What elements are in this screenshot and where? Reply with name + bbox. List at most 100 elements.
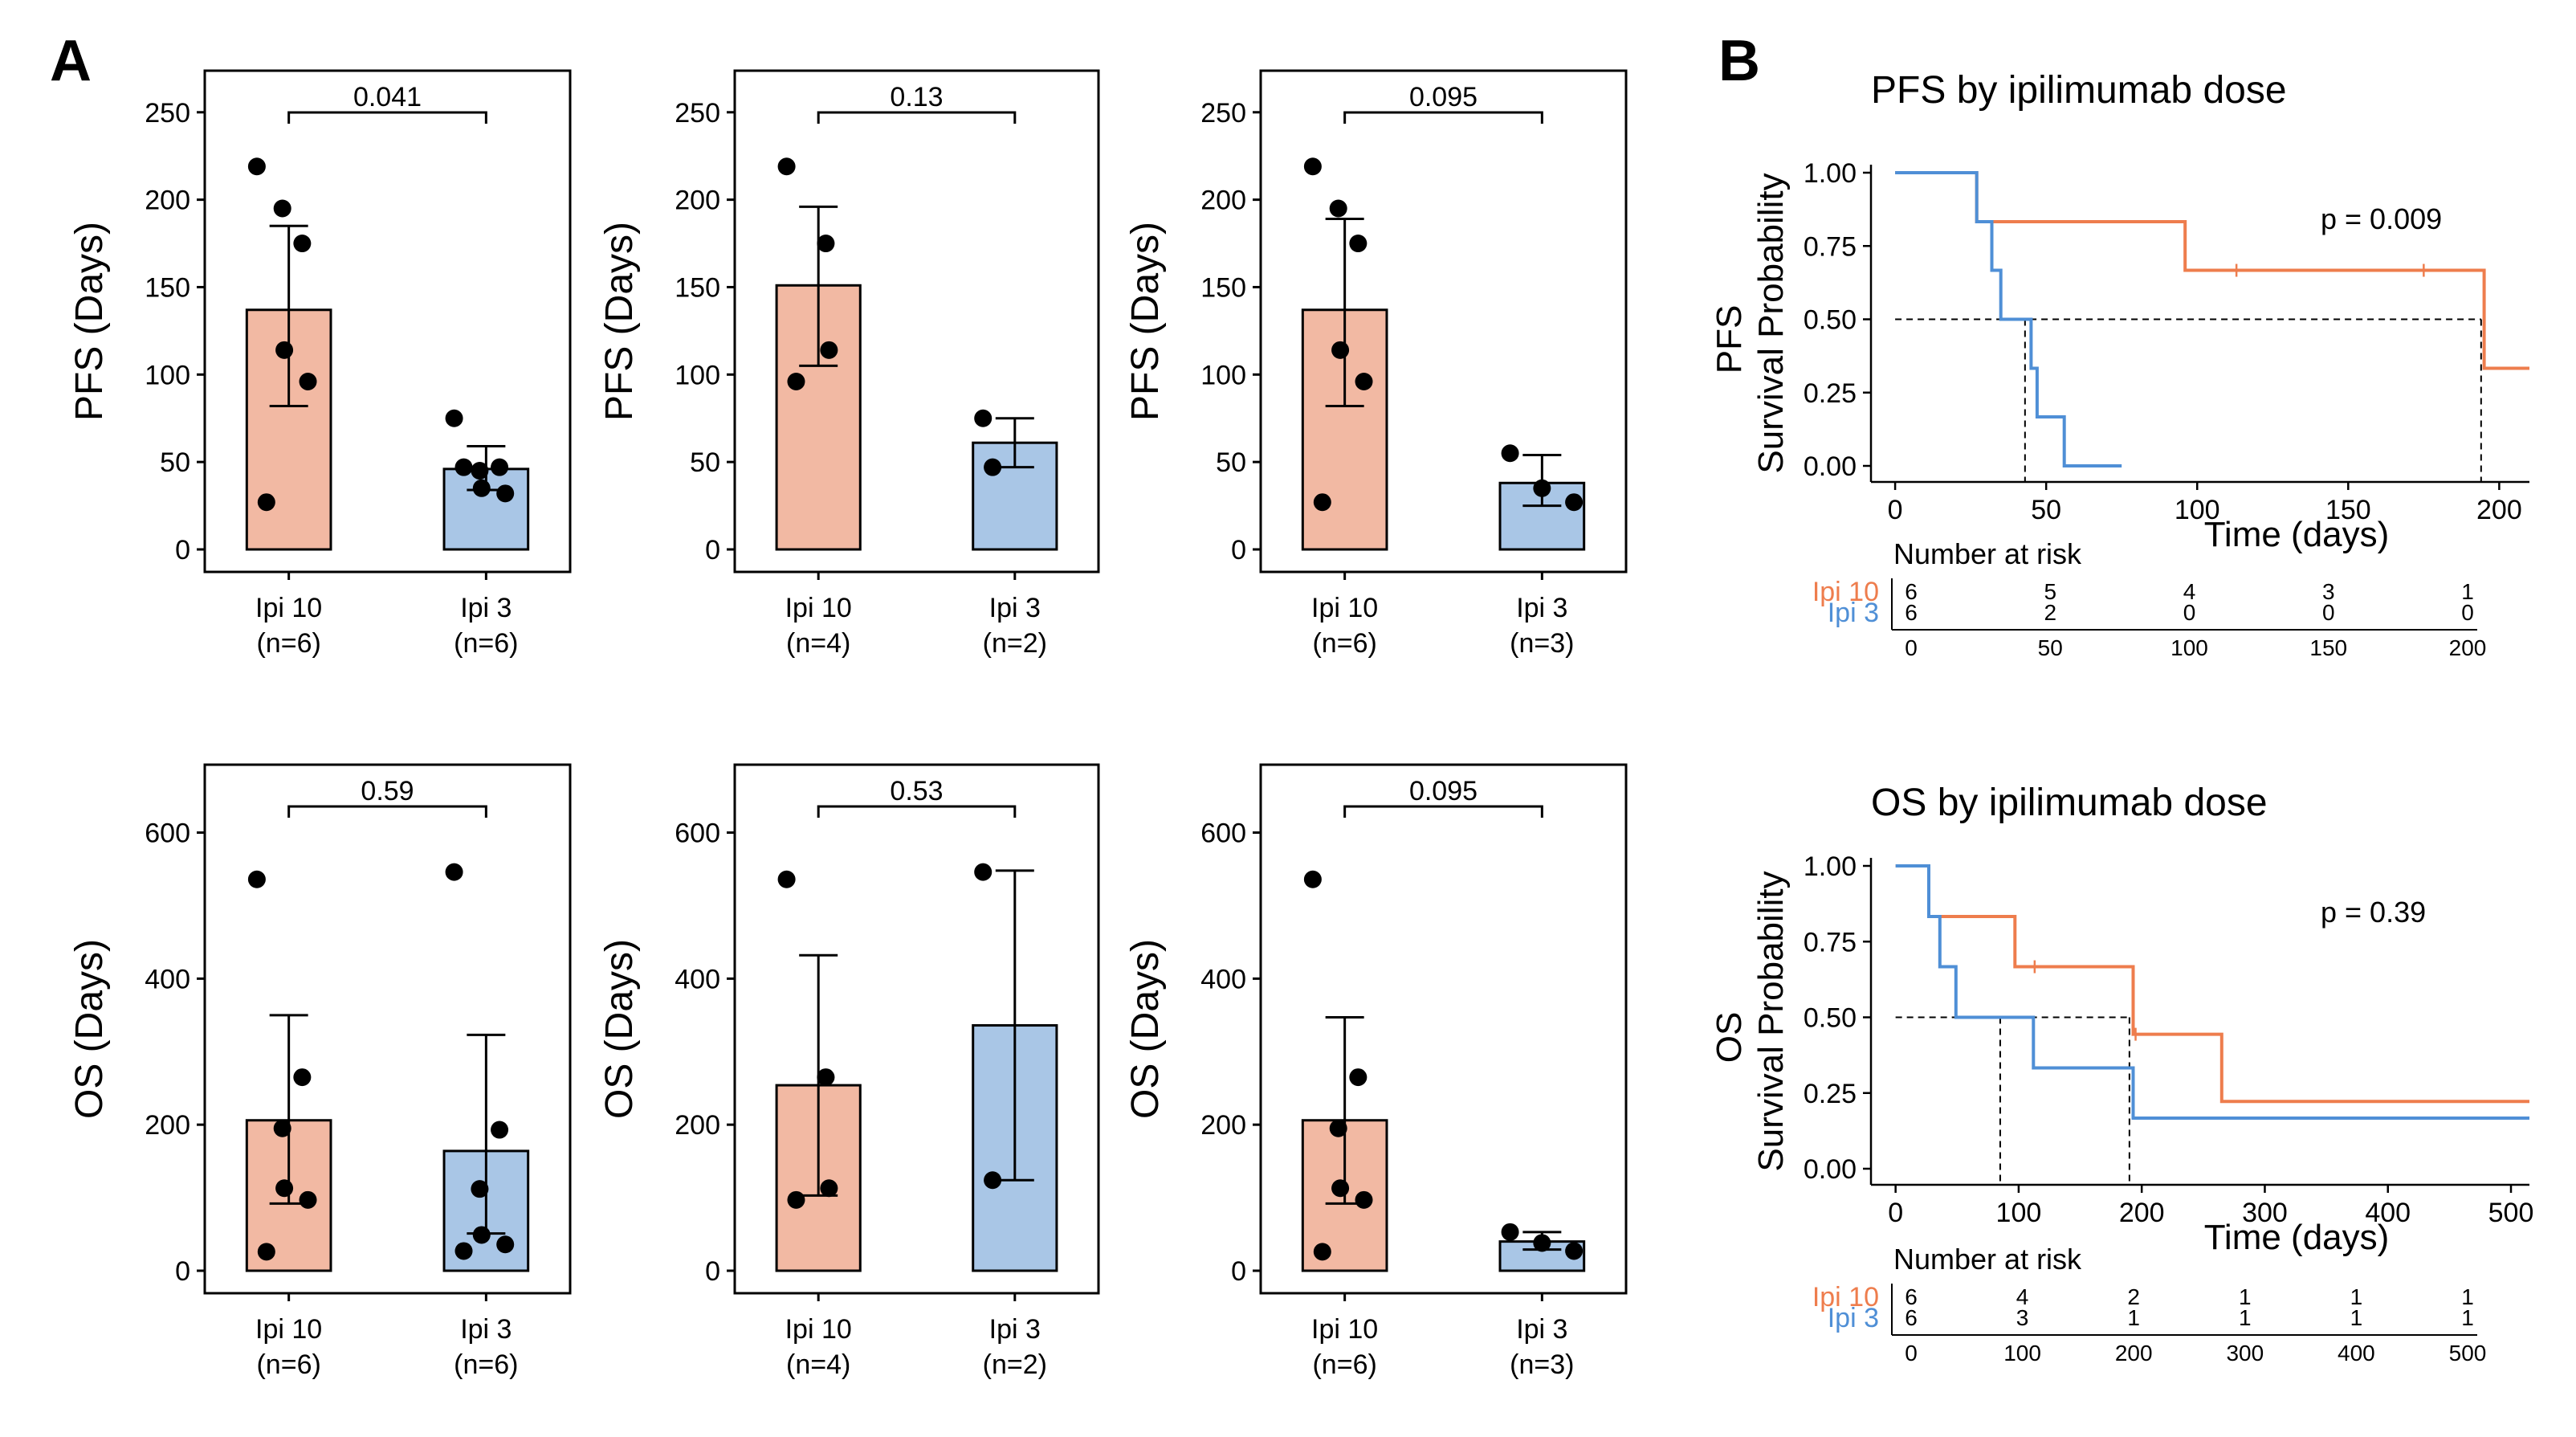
y-axis-label: Survival Probability <box>1751 173 1791 473</box>
y-tick-label: 0 <box>705 535 720 565</box>
x-tick-label: 400 <box>2365 1198 2411 1228</box>
category-n-label: (n=4) <box>786 1349 850 1380</box>
x-tick-label: 0 <box>1888 1198 1903 1228</box>
risk-value: 1 <box>2239 1305 2252 1330</box>
category-n-label: (n=3) <box>1510 628 1574 659</box>
data-point <box>445 863 463 881</box>
y-tick-label: 0 <box>705 1256 720 1287</box>
category-label: Ipi 3 <box>460 1314 512 1345</box>
bar-chart-os3: 0 200 400 600 OS (Days) Ipi 10 (n=6) Ipi 3 (n=3)… <box>1124 763 1628 1380</box>
risk-time-label: 400 <box>2338 1341 2375 1366</box>
data-point <box>299 373 317 391</box>
risk-time-label: 200 <box>2449 635 2487 660</box>
bar-chart-pfs3: 0 50 100 150 200 250 PFS (Days) Ipi 10 (n=6) Ipi … <box>1124 69 1628 659</box>
data-point <box>472 1226 491 1244</box>
y-tick-label: 150 <box>1200 272 1246 303</box>
data-point <box>820 1179 838 1198</box>
panel-b-label: B <box>1718 29 1760 93</box>
category-n-label: (n=6) <box>1312 1349 1376 1380</box>
risk-time-label: 100 <box>2003 1341 2041 1366</box>
panel-a-label: A <box>50 29 92 93</box>
y-tick-label: 1.00 <box>1804 851 1857 882</box>
y-tick-label: 0.50 <box>1804 305 1857 336</box>
data-point <box>984 1171 1002 1190</box>
y-tick-label: 0.00 <box>1804 1154 1857 1185</box>
risk-time-label: 500 <box>2449 1341 2487 1366</box>
risk-value: 3 <box>2322 579 2335 604</box>
bar-chart-pfs2: 0 50 100 150 200 250 PFS (Days) Ipi 10 (n=4) Ipi … <box>598 69 1100 659</box>
category-label: Ipi 3 <box>1516 593 1567 623</box>
bar-chart-os2: 0 200 400 600 OS (Days) Ipi 10 (n=4) Ipi 3 (n=2)… <box>598 763 1100 1380</box>
data-point <box>777 157 796 176</box>
risk-value: 1 <box>2350 1284 2363 1309</box>
risk-value: 1 <box>2461 1305 2474 1330</box>
data-point <box>273 199 291 218</box>
risk-value: 2 <box>2044 600 2056 625</box>
significance-bracket <box>287 805 487 818</box>
y-tick-label: 100 <box>675 360 720 390</box>
risk-time-label: 300 <box>2226 1341 2264 1366</box>
km-p-value: p = 0.39 <box>2321 896 2426 929</box>
y-axis-label: OS (Days) <box>1124 939 1167 1119</box>
y-tick-label: 600 <box>675 819 720 849</box>
risk-value: 1 <box>2461 579 2474 604</box>
y-axis-label-top: OS <box>1710 1012 1749 1063</box>
category-n-label: (n=6) <box>256 1349 320 1380</box>
y-tick-label: 600 <box>145 819 190 849</box>
p-value-label: 0.13 <box>890 82 943 112</box>
risk-value: 6 <box>1905 579 1918 604</box>
risk-time-label: 0 <box>1905 1341 1918 1366</box>
risk-value: 4 <box>2183 579 2196 604</box>
x-axis-label: Time (days) <box>2204 1218 2390 1257</box>
bar-chart-os1: 0 200 400 600 OS (Days) Ipi 10 (n=6) Ipi 3 (n=6)… <box>68 763 572 1380</box>
risk-value: 5 <box>2044 579 2056 604</box>
plot-frame <box>1259 69 1628 574</box>
km-curve-ipi3 <box>1895 171 2122 467</box>
data-point <box>1501 444 1519 463</box>
risk-time-label: 150 <box>2309 635 2347 660</box>
y-tick-label: 0.75 <box>1804 927 1857 957</box>
risk-value: 1 <box>2239 1284 2252 1309</box>
data-point <box>1349 1068 1367 1087</box>
risk-time-label: 0 <box>1905 635 1918 660</box>
category-n-label: (n=3) <box>1510 1349 1574 1380</box>
data-point <box>1565 493 1584 512</box>
y-tick-label: 400 <box>145 964 190 994</box>
y-tick-label: 200 <box>1200 186 1246 216</box>
risk-value: 0 <box>2322 600 2335 625</box>
y-tick-label: 150 <box>675 272 720 303</box>
y-tick-label: 200 <box>1200 1110 1246 1141</box>
data-point <box>454 1242 473 1260</box>
y-tick-label: 200 <box>145 1110 190 1141</box>
risk-time-label: 100 <box>2170 635 2208 660</box>
data-point <box>1303 157 1322 176</box>
y-tick-label: 1.00 <box>1804 158 1857 189</box>
data-point <box>1313 1243 1331 1261</box>
x-axis-label: Time (days) <box>2204 515 2390 554</box>
data-point <box>247 157 266 176</box>
y-tick-label: 200 <box>675 1110 720 1141</box>
x-tick-label: 50 <box>2031 495 2061 525</box>
significance-bracket <box>1343 111 1543 124</box>
data-point <box>496 484 515 503</box>
plot-frame <box>733 763 1100 1295</box>
x-tick-label: 100 <box>2175 495 2220 525</box>
risk-value: 6 <box>1905 1284 1918 1309</box>
p-value-label: 0.53 <box>890 776 943 806</box>
data-point <box>275 1179 294 1198</box>
category-label: Ipi 10 <box>255 593 322 623</box>
y-tick-label: 600 <box>1200 819 1246 849</box>
km-chart-km_pfs: PFS by ipilimumab dose 0.00 0.25 0.50 0.75 1.… <box>1710 69 2529 660</box>
data-point <box>257 1243 275 1261</box>
y-tick-label: 0 <box>1231 535 1246 565</box>
category-label: Ipi 3 <box>989 593 1041 623</box>
data-point <box>974 863 992 881</box>
y-axis-label-top: PFS <box>1710 305 1749 374</box>
data-point <box>1331 1179 1350 1198</box>
data-point <box>293 1068 312 1087</box>
risk-table-title: Number at risk <box>1893 1243 2082 1276</box>
y-axis-label: OS (Days) <box>68 939 111 1119</box>
km-title: PFS by ipilimumab dose <box>1871 69 2287 112</box>
